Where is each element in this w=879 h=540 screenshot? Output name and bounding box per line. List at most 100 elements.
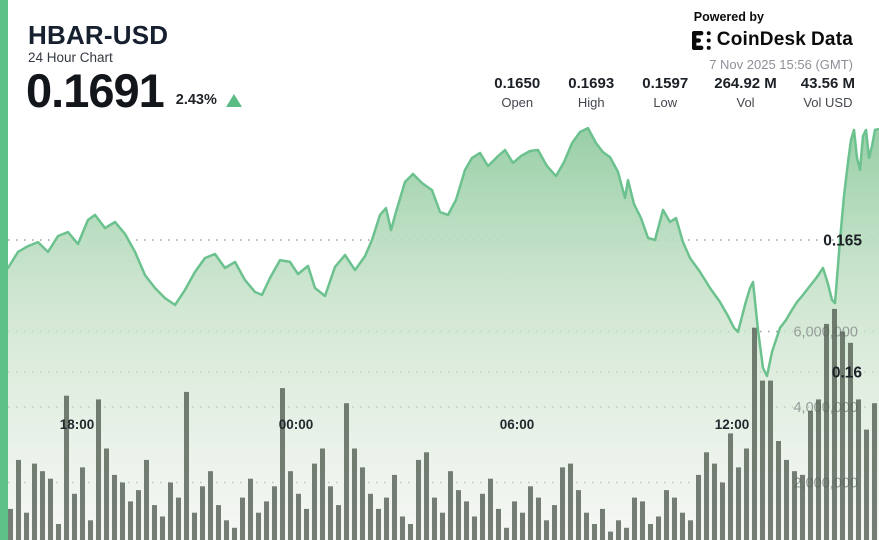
volume-bar (64, 395, 69, 540)
volume-bar (720, 482, 725, 540)
volume-bar (32, 463, 37, 540)
stat-high: 0.1693 High (566, 75, 616, 110)
volume-bar (16, 459, 21, 540)
brand-name-data: Data (811, 29, 853, 50)
volume-bar (776, 441, 781, 540)
volume-bar (848, 342, 853, 540)
volume-bar (688, 520, 693, 540)
volume-bar (536, 497, 541, 540)
time-axis-tick: 00:00 (279, 417, 314, 432)
volume-bar (816, 399, 821, 540)
volume-bar (368, 493, 373, 540)
price-row: 0.1691 2.43% (26, 66, 242, 115)
volume-bar (360, 467, 365, 540)
stat-open-label: Open (501, 95, 534, 110)
volume-bar (472, 516, 477, 540)
volume-bar (672, 497, 677, 540)
volume-bar (112, 474, 117, 540)
chart-timestamp: 7 Nov 2025 15:56 (GMT) (709, 57, 853, 72)
volume-bar (200, 486, 205, 540)
volume-bar (208, 471, 213, 540)
volume-bar (168, 482, 173, 540)
volume-bar (272, 486, 277, 540)
volume-bar (432, 497, 437, 540)
volume-bar (728, 433, 733, 540)
arrow-up-icon (225, 93, 242, 107)
price-area (8, 128, 879, 540)
volume-bar (856, 399, 861, 540)
change-indicator: 2.43% (176, 92, 242, 108)
volume-bar (320, 448, 325, 540)
chart-subtitle: 24 Hour Chart (28, 50, 113, 65)
volume-bar (784, 459, 789, 540)
stat-low-value: 0.1597 (642, 75, 689, 92)
volume-bar (664, 490, 669, 540)
brand-name-coindesk: CoinDesk (716, 29, 807, 50)
volume-bar (192, 512, 197, 540)
volume-bar (640, 501, 645, 540)
volume-bar (528, 486, 533, 540)
volume-bar (224, 520, 229, 540)
volume-bar (416, 459, 421, 540)
volume-bar (296, 493, 301, 540)
volume-bar (616, 520, 621, 540)
time-axis-tick: 18:00 (60, 417, 95, 432)
volume-bar (344, 403, 349, 540)
volume-bar (600, 508, 605, 540)
stat-high-label: High (577, 95, 605, 110)
stat-vol-usd-value: 43.56 M (800, 75, 855, 92)
volume-bar (336, 505, 341, 540)
volume-bar (288, 471, 293, 540)
volume-bar (584, 512, 589, 540)
volume-bar (872, 403, 877, 540)
volume-bar (800, 474, 805, 540)
volume-bar (24, 512, 29, 540)
price-axis-tick: 0.165 (823, 233, 862, 250)
volume-bar (496, 508, 501, 540)
volume-bar (840, 331, 845, 540)
time-axis-tick: 12:00 (715, 417, 750, 432)
volume-bar (72, 493, 77, 540)
stat-vol-usd: 43.56 M Vol USD (801, 75, 855, 110)
volume-bar (648, 524, 653, 540)
volume-bar (568, 463, 573, 540)
volume-bar (408, 524, 413, 540)
volume-bar (544, 520, 549, 540)
price-line (6, 126, 879, 378)
volume-bar (704, 452, 709, 540)
volume-bar (280, 388, 285, 540)
volume-bar (464, 501, 469, 540)
volume-bar (576, 490, 581, 540)
volume-bar (712, 463, 717, 540)
volume-bar (328, 486, 333, 540)
last-price: 0.1691 (26, 64, 165, 117)
volume-bar (128, 501, 133, 540)
volume-bar (632, 497, 637, 540)
stat-low: 0.1597 Low (640, 75, 690, 110)
volume-bar (56, 524, 61, 540)
volume-bar (352, 448, 357, 540)
volume-bar (120, 482, 125, 540)
volume-bar (176, 497, 181, 540)
volume-bar (376, 508, 381, 540)
volume-bar (144, 459, 149, 540)
stat-vol: 264.92 M Vol (714, 75, 777, 110)
volume-bar (768, 380, 773, 540)
volume-bar (400, 516, 405, 540)
volume-bar (232, 527, 237, 540)
volume-bar (264, 501, 269, 540)
volume-bar (392, 474, 397, 540)
volume-bar (696, 474, 701, 540)
volume-bar (304, 508, 309, 540)
volume-bar (792, 471, 797, 540)
volume-bar (256, 512, 261, 540)
volume-bar (456, 490, 461, 540)
volume-bar (552, 505, 557, 540)
volume-bar (80, 467, 85, 540)
volume-bar (440, 512, 445, 540)
brand-block: Powered by CoinDesk Data 7 Nov 2025 15:56… (691, 10, 853, 72)
volume-bar (136, 490, 141, 540)
volume-bar (240, 497, 245, 540)
